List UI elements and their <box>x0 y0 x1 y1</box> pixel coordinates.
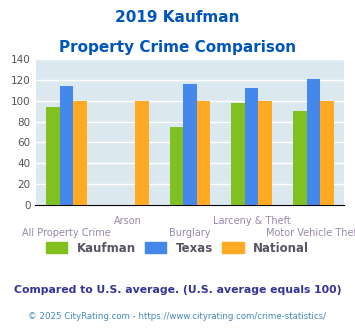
Bar <box>197 101 210 205</box>
Text: Arson: Arson <box>114 216 142 226</box>
Text: Burglary: Burglary <box>169 228 211 238</box>
Bar <box>258 101 272 205</box>
Text: Compared to U.S. average. (U.S. average equals 100): Compared to U.S. average. (U.S. average … <box>14 285 341 295</box>
Bar <box>135 101 148 205</box>
Bar <box>320 101 334 205</box>
Bar <box>293 111 307 205</box>
Legend: Kaufman, Texas, National: Kaufman, Texas, National <box>41 237 314 259</box>
Bar <box>231 103 245 205</box>
Text: 2019 Kaufman: 2019 Kaufman <box>115 10 240 25</box>
Bar <box>46 107 60 205</box>
Bar <box>60 86 73 205</box>
Text: © 2025 CityRating.com - https://www.cityrating.com/crime-statistics/: © 2025 CityRating.com - https://www.city… <box>28 312 327 321</box>
Bar <box>183 84 197 205</box>
Bar <box>170 127 183 205</box>
Bar <box>73 101 87 205</box>
Text: Motor Vehicle Theft: Motor Vehicle Theft <box>266 228 355 238</box>
Bar <box>245 88 258 205</box>
Bar <box>307 79 320 205</box>
Text: All Property Crime: All Property Crime <box>22 228 111 238</box>
Text: Property Crime Comparison: Property Crime Comparison <box>59 40 296 54</box>
Text: Larceny & Theft: Larceny & Theft <box>213 216 291 226</box>
